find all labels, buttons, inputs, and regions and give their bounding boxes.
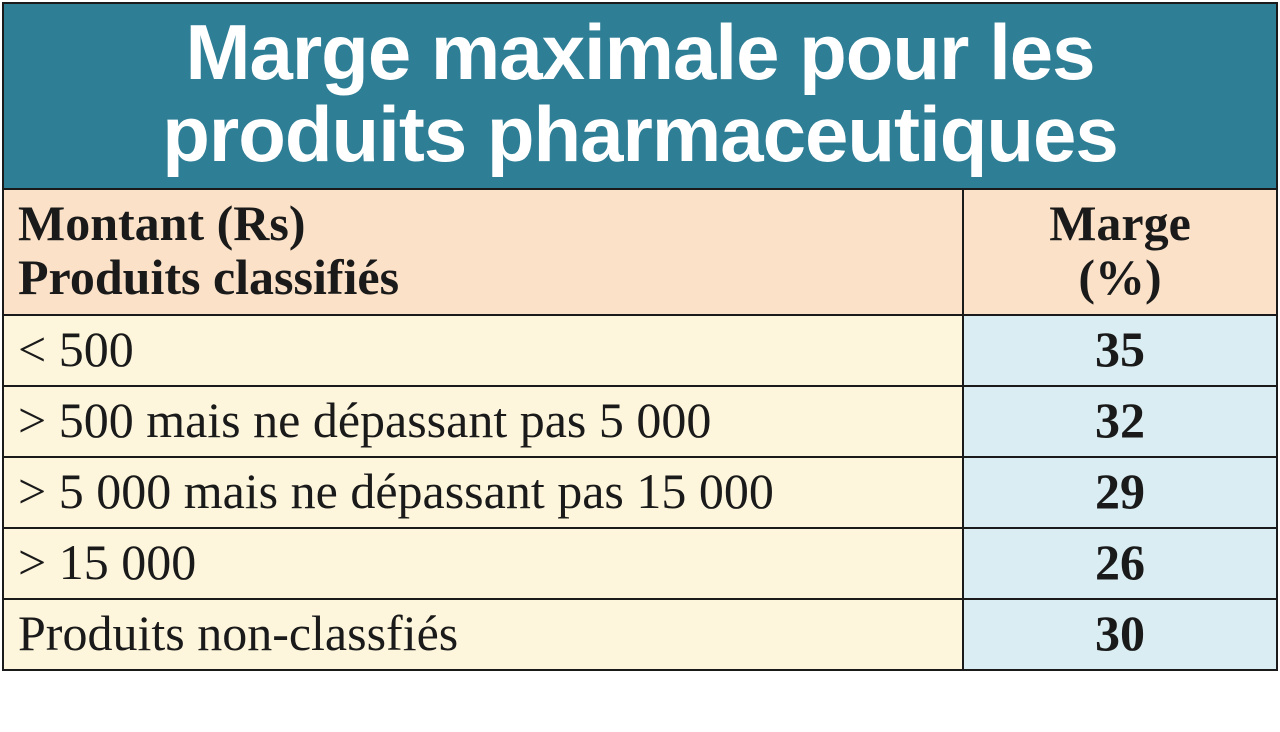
row-label: Produits non-classfiés [4,600,964,669]
header-right-line-2: (%) [974,250,1266,304]
table-header-row: Montant (Rs) Produits classifiés Marge (… [4,188,1276,314]
margin-table: Marge maximale pour les produits pharmac… [2,2,1278,671]
table-row: < 500 35 [4,314,1276,385]
header-left-line-1: Montant (Rs) [18,196,948,250]
table-row: > 5 000 mais ne dépassant pas 15 000 29 [4,456,1276,527]
table-row: Produits non-classfiés 30 [4,598,1276,669]
row-label: > 15 000 [4,529,964,598]
title-line-1: Marge maximale pour les [14,12,1266,94]
header-left: Montant (Rs) Produits classifiés [4,190,964,314]
table-title: Marge maximale pour les produits pharmac… [4,4,1276,188]
header-right-line-1: Marge [974,196,1266,250]
table-row: > 500 mais ne dépassant pas 5 000 32 [4,385,1276,456]
table-row: > 15 000 26 [4,527,1276,598]
row-value: 35 [964,316,1276,385]
row-label: > 5 000 mais ne dépassant pas 15 000 [4,458,964,527]
header-left-line-2: Produits classifiés [18,250,948,304]
row-value: 29 [964,458,1276,527]
row-label: > 500 mais ne dépassant pas 5 000 [4,387,964,456]
title-line-2: produits pharmaceutiques [14,94,1266,176]
header-right: Marge (%) [964,190,1276,314]
row-value: 26 [964,529,1276,598]
row-label: < 500 [4,316,964,385]
row-value: 30 [964,600,1276,669]
row-value: 32 [964,387,1276,456]
